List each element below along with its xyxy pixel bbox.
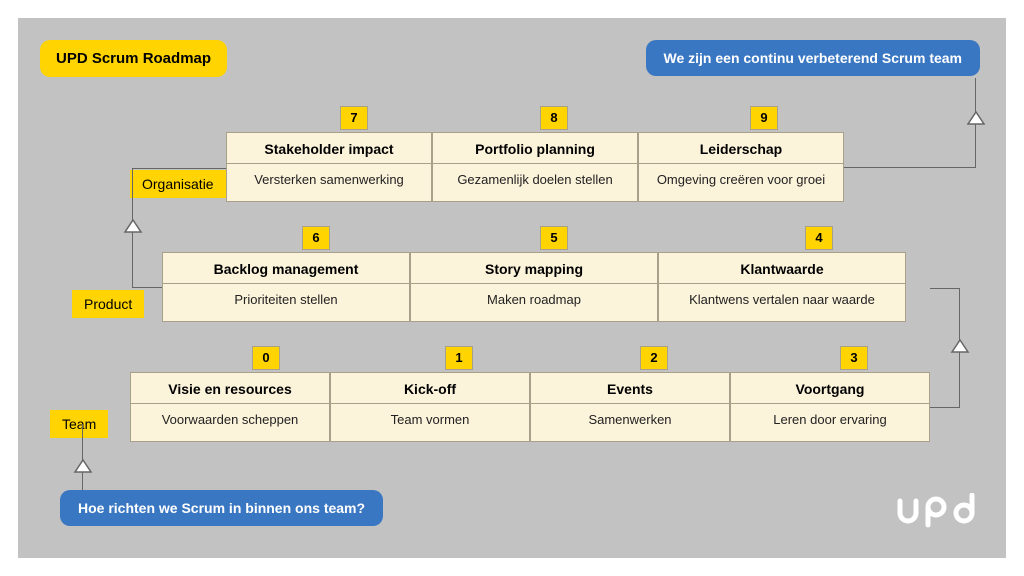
chevron-up-icon xyxy=(123,218,143,234)
chevron-up-icon xyxy=(73,458,93,474)
card-sub: Leren door ervaring xyxy=(731,404,929,435)
num-badge-3: 3 xyxy=(840,346,868,370)
card-6: Backlog management Prioriteiten stellen xyxy=(162,252,410,322)
end-statement: We zijn een continu verbeterend Scrum te… xyxy=(646,40,980,76)
start-question-text: Hoe richten we Scrum in binnen ons team? xyxy=(78,500,365,516)
upd-logo xyxy=(896,493,982,542)
num-badge-0: 0 xyxy=(252,346,280,370)
card-title: Stakeholder impact xyxy=(227,133,431,164)
card-4: Klantwaarde Klantwens vertalen naar waar… xyxy=(658,252,906,322)
card-title: Story mapping xyxy=(411,253,657,284)
card-5: Story mapping Maken roadmap xyxy=(410,252,658,322)
num-badge-8: 8 xyxy=(540,106,568,130)
card-sub: Prioriteiten stellen xyxy=(163,284,409,315)
num-badge-7: 7 xyxy=(340,106,368,130)
chevron-up-icon xyxy=(950,338,970,354)
row-label-team: Team xyxy=(50,410,108,438)
connector xyxy=(82,424,83,490)
num-badge-6: 6 xyxy=(302,226,330,250)
num-badge-4: 4 xyxy=(805,226,833,250)
card-title: Voortgang xyxy=(731,373,929,404)
card-2: Events Samenwerken xyxy=(530,372,730,442)
card-sub: Klantwens vertalen naar waarde xyxy=(659,284,905,315)
card-8: Portfolio planning Gezamenlijk doelen st… xyxy=(432,132,638,202)
card-title: Portfolio planning xyxy=(433,133,637,164)
end-statement-text: We zijn een continu verbeterend Scrum te… xyxy=(664,50,962,66)
title-text: UPD Scrum Roadmap xyxy=(56,50,211,67)
card-sub: Gezamenlijk doelen stellen xyxy=(433,164,637,195)
connector xyxy=(162,168,226,169)
row-label-text: Product xyxy=(84,296,132,312)
card-sub: Voorwaarden scheppen xyxy=(131,404,329,435)
chevron-up-icon xyxy=(966,110,986,126)
card-title: Kick-off xyxy=(331,373,529,404)
num-badge-2: 2 xyxy=(640,346,668,370)
card-sub: Team vormen xyxy=(331,404,529,435)
card-sub: Versterken samenwerking xyxy=(227,164,431,195)
card-3: Voortgang Leren door ervaring xyxy=(730,372,930,442)
card-title: Backlog management xyxy=(163,253,409,284)
card-sub: Maken roadmap xyxy=(411,284,657,315)
num-badge-9: 9 xyxy=(750,106,778,130)
card-0: Visie en resources Voorwaarden scheppen xyxy=(130,372,330,442)
diagram-canvas: UPD Scrum Roadmap We zijn een continu ve… xyxy=(18,18,1006,558)
card-title: Events xyxy=(531,373,729,404)
card-title: Klantwaarde xyxy=(659,253,905,284)
card-9: Leiderschap Omgeving creëren voor groei xyxy=(638,132,844,202)
num-badge-1: 1 xyxy=(445,346,473,370)
row-label-product: Product xyxy=(72,290,144,318)
card-sub: Samenwerken xyxy=(531,404,729,435)
start-question: Hoe richten we Scrum in binnen ons team? xyxy=(60,490,383,526)
row-label-text: Team xyxy=(62,416,96,432)
roadmap-title: UPD Scrum Roadmap xyxy=(40,40,227,77)
card-title: Visie en resources xyxy=(131,373,329,404)
num-badge-5: 5 xyxy=(540,226,568,250)
card-title: Leiderschap xyxy=(639,133,843,164)
connector xyxy=(844,78,976,168)
card-1: Kick-off Team vormen xyxy=(330,372,530,442)
card-sub: Omgeving creëren voor groei xyxy=(639,164,843,195)
card-7: Stakeholder impact Versterken samenwerki… xyxy=(226,132,432,202)
